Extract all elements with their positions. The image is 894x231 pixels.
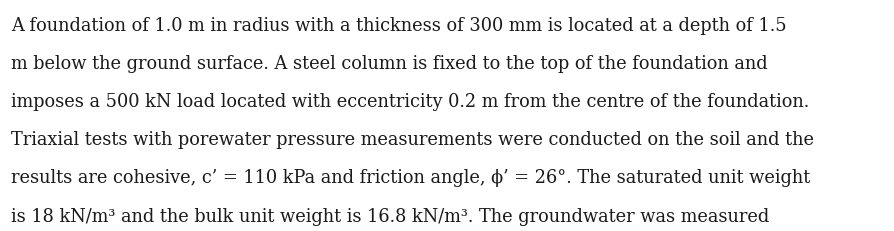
- Text: results are cohesive, c’ = 110 kPa and friction angle, ϕ’ = 26°. The saturated u: results are cohesive, c’ = 110 kPa and f…: [11, 169, 809, 187]
- Text: imposes a 500 kN load located with eccentricity 0.2 m from the centre of the fou: imposes a 500 kN load located with eccen…: [11, 93, 808, 111]
- Text: m below the ground surface. A steel column is fixed to the top of the foundation: m below the ground surface. A steel colu…: [11, 55, 767, 73]
- Text: Triaxial tests with porewater pressure measurements were conducted on the soil a: Triaxial tests with porewater pressure m…: [11, 131, 814, 149]
- Text: is 18 kN/m³ and the bulk unit weight is 16.8 kN/m³. The groundwater was measured: is 18 kN/m³ and the bulk unit weight is …: [11, 207, 769, 225]
- Text: A foundation of 1.0 m in radius with a thickness of 300 mm is located at a depth: A foundation of 1.0 m in radius with a t…: [11, 17, 786, 34]
